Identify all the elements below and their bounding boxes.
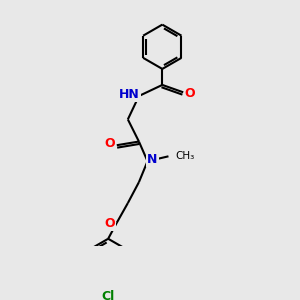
Text: O: O bbox=[105, 137, 115, 151]
Text: HN: HN bbox=[119, 88, 140, 101]
Text: O: O bbox=[185, 87, 195, 100]
Text: CH₃: CH₃ bbox=[176, 151, 195, 161]
Text: N: N bbox=[147, 154, 158, 166]
Text: O: O bbox=[105, 218, 115, 230]
Text: Cl: Cl bbox=[101, 290, 115, 300]
